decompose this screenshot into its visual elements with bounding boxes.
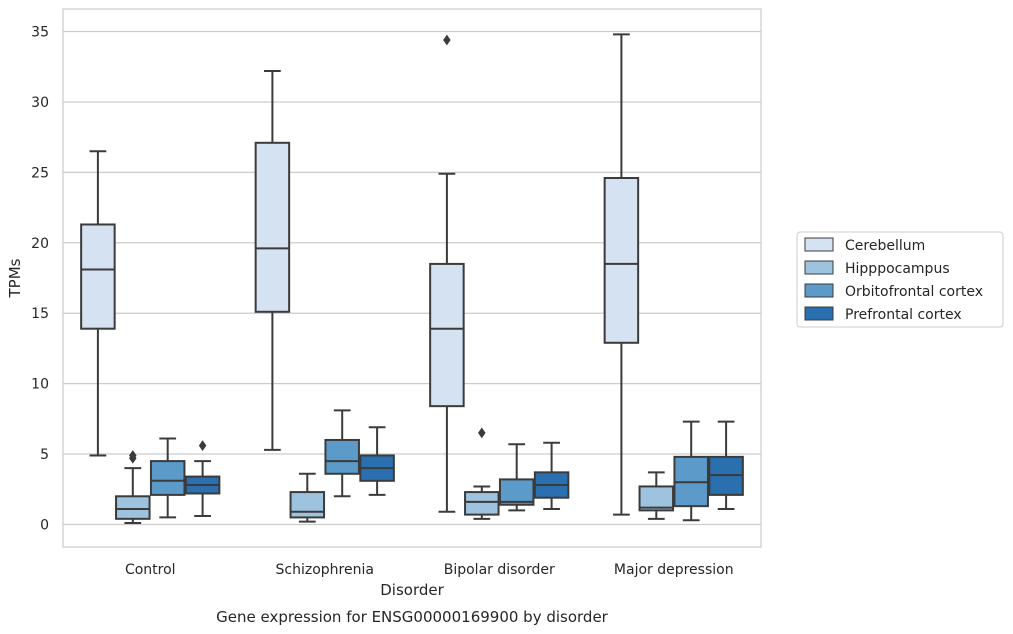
y-tick-labels: 0 5 10 15 20 25 30 35 (31, 25, 49, 534)
outlier-point (443, 34, 451, 46)
chart-title: Gene expression for ENSG00000169900 by d… (216, 608, 609, 626)
box-3-3 (708, 420, 744, 510)
box-1-1 (289, 472, 326, 523)
box-1-0 (115, 450, 151, 525)
y-axis-label: TPMs (6, 258, 24, 298)
box-0-1 (254, 69, 291, 451)
outlier-point (198, 440, 207, 451)
box-body (149, 460, 186, 496)
legend: Cerebellum Hipppocampus Orbitofrontal cort… (796, 231, 1004, 328)
box-0-0 (80, 150, 116, 457)
box-1-2 (464, 427, 500, 520)
box-body (80, 223, 116, 330)
x-tick-label: Schizophrenia (276, 562, 374, 578)
box-body (498, 478, 535, 506)
box-3-1 (359, 426, 395, 496)
legend-swatch (804, 306, 834, 321)
x-axis-label: Disorder (380, 581, 444, 599)
legend-items: Cerebellum Hipppocampus Orbitofrontal cort… (804, 237, 983, 323)
box-2-0 (149, 437, 186, 519)
legend-swatch (804, 283, 834, 298)
y-tick-label: 35 (31, 25, 49, 41)
legend-swatch (804, 260, 834, 275)
y-tick-label: 25 (31, 165, 49, 181)
y-tick-label: 30 (31, 95, 49, 111)
box-body (289, 491, 326, 519)
legend-frame (796, 231, 1004, 328)
legend-label: Orbitofrontal cortex (845, 284, 983, 300)
y-tick-label: 10 (31, 377, 49, 393)
box-2-2 (498, 443, 535, 512)
legend-label: Prefrontal cortex (845, 307, 962, 323)
box-body (324, 438, 360, 475)
x-tick-label: Bipolar disorder (444, 562, 555, 578)
legend-swatch (804, 237, 834, 252)
boxes (80, 33, 744, 525)
box-1-3 (638, 471, 675, 520)
outlier-point (129, 450, 137, 461)
box-body (254, 141, 291, 313)
box-body (603, 177, 640, 344)
box-3-0 (184, 440, 221, 518)
y-tick-label: 0 (40, 517, 49, 533)
box-2-1 (324, 409, 360, 498)
y-tick-label: 20 (31, 236, 49, 252)
y-tick-label: 5 (40, 447, 49, 463)
box-body (464, 491, 500, 516)
x-tick-label: Major depression (614, 562, 734, 578)
box-3-2 (533, 441, 570, 510)
box-2-3 (673, 420, 709, 522)
plot-area-frame (62, 8, 762, 548)
legend-label: Hipppocampus (845, 261, 950, 277)
x-tick-labels: Control Schizophrenia Bipolar disorder Majo… (125, 562, 734, 578)
y-tick-label: 15 (31, 306, 49, 322)
box-0-2 (429, 34, 465, 513)
box-0-3 (603, 33, 640, 516)
outlier-point (478, 427, 486, 439)
x-tick-label: Control (125, 562, 176, 578)
grid-lines (63, 30, 761, 526)
box-body (115, 495, 151, 520)
box-body (429, 262, 465, 408)
legend-label: Cerebellum (845, 238, 925, 254)
box-body (638, 485, 675, 512)
